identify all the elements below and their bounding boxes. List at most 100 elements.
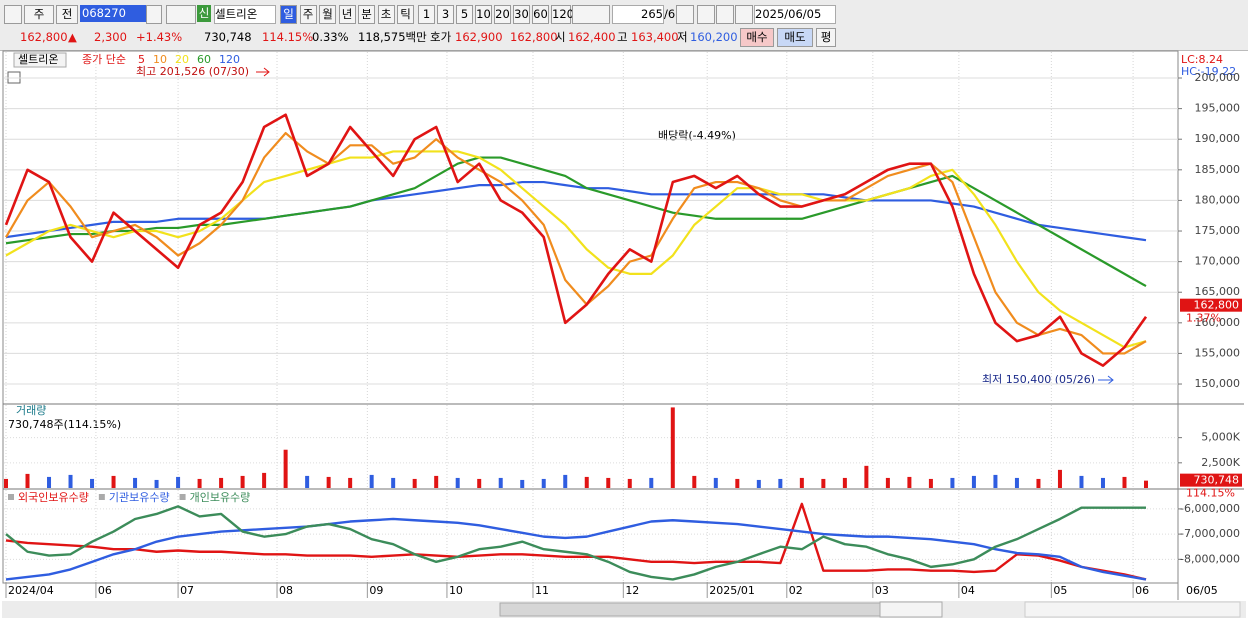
icon[interactable]	[4, 5, 22, 24]
icon[interactable]	[7, 71, 21, 84]
period-button[interactable]: 월	[319, 5, 336, 24]
volume-bar	[799, 477, 804, 488]
tool[interactable]	[697, 5, 715, 24]
scope[interactable]: 전	[56, 5, 78, 24]
volume-bar	[907, 476, 912, 488]
zoom-buttons[interactable]	[1024, 601, 1241, 618]
dropdown[interactable]	[572, 5, 610, 24]
series-line	[5, 180, 1147, 242]
volume-bar	[412, 478, 417, 488]
period-button[interactable]: 일	[280, 5, 297, 24]
period-button[interactable]: 30	[513, 5, 530, 24]
scroll-thumb[interactable]	[499, 602, 881, 617]
period-button[interactable]: 초	[377, 5, 395, 24]
volume-bar	[1036, 478, 1041, 488]
period-button[interactable]: 주	[299, 5, 317, 24]
period-button[interactable]: 3	[437, 5, 454, 24]
amount: 118,575백만	[358, 30, 427, 44]
volume-bar	[1079, 475, 1084, 488]
period-button[interactable]: 10	[475, 5, 492, 24]
ask-label: 호가	[430, 30, 452, 44]
open: 162,400	[568, 30, 616, 44]
y-tick-label: -8,000,000	[1180, 552, 1240, 565]
legend-prefix: 종가 단순	[82, 53, 126, 66]
volume-bar	[391, 477, 396, 488]
legend-entry: 60	[197, 53, 211, 66]
arrow	[1098, 375, 1114, 385]
y-tick-label: 175,000	[1195, 224, 1241, 237]
period-button[interactable]: 120	[551, 5, 574, 24]
stock-name: 셀트리온	[214, 5, 276, 24]
volume-bar	[563, 474, 568, 488]
volume-bar	[1014, 477, 1019, 488]
y-tick-label: 160,000	[1195, 316, 1241, 329]
market-select[interactable]: 주	[24, 5, 54, 24]
volume-bar	[240, 475, 245, 488]
period-button[interactable]: 1	[418, 5, 435, 24]
volume-bar	[520, 479, 525, 488]
dropdown[interactable]	[146, 5, 162, 24]
volume-tag-pct: 114.15%	[1186, 487, 1235, 500]
volume-bar	[928, 478, 933, 488]
legend-entry: 외국인보유수량	[18, 491, 89, 504]
low: 160,200	[690, 30, 738, 44]
volume: 730,748	[204, 30, 252, 44]
buy-button[interactable]: 매수	[740, 28, 774, 47]
volume-bar	[627, 478, 632, 488]
series-line	[4, 113, 1148, 367]
chart-title: 셀트리온	[18, 53, 58, 66]
volume-bar	[68, 474, 73, 488]
series-line	[5, 505, 1146, 581]
x-tick-label: 06	[1135, 584, 1149, 597]
x-tick-label: 2025/01	[709, 584, 755, 597]
volume-bar	[993, 474, 998, 488]
x-tick-label: 03	[875, 584, 889, 597]
sound[interactable]	[166, 5, 196, 24]
code-input[interactable]: 068270	[80, 5, 146, 22]
price-tag-pct: 1.37%	[1186, 312, 1221, 325]
turnover: 0.33%	[312, 30, 349, 44]
nav-buttons[interactable]	[879, 601, 943, 618]
period-button[interactable]: 60	[532, 5, 549, 24]
cursor-date: 06/05	[1186, 584, 1218, 597]
volume-bar	[262, 472, 267, 488]
volume-bar	[25, 473, 30, 488]
save[interactable]	[716, 5, 734, 24]
ask: 162,900	[455, 30, 503, 44]
volume-bar	[735, 478, 740, 488]
period-button[interactable]: 분	[358, 5, 375, 24]
legend-entry: 기관보유수량	[109, 491, 170, 504]
y-tick-label: 170,000	[1195, 255, 1241, 268]
sell-button[interactable]: 매도	[777, 28, 813, 47]
open-label: 시	[555, 30, 566, 44]
volume-bar	[4, 478, 8, 488]
change-pct: +1.43%	[136, 30, 183, 44]
legend-entry: 20	[175, 53, 189, 66]
count[interactable]: 265	[612, 5, 664, 24]
volume-bar	[1122, 476, 1127, 488]
series-line	[5, 502, 1147, 581]
period-button[interactable]: 20	[494, 5, 511, 24]
annotation: 최저 150,400 (05/26)	[982, 373, 1095, 386]
period-button[interactable]: 년	[338, 5, 356, 24]
date[interactable]: 2025/06/05	[754, 5, 836, 24]
tool[interactable]	[676, 5, 694, 24]
avg-button[interactable]: 평	[816, 28, 836, 47]
volume-bar	[864, 465, 869, 488]
annotation: 최고 201,526 (07/30)	[136, 65, 249, 78]
legend-entry: 개인보유수량	[190, 491, 251, 504]
volume-bar	[434, 475, 439, 488]
volume-ratio: 114.15%	[262, 30, 314, 44]
volume-bar	[971, 475, 976, 488]
period-button[interactable]: 틱	[397, 5, 414, 24]
panel-title: 거래량	[16, 404, 46, 417]
legend-entry: 10	[153, 53, 167, 66]
period-button[interactable]: 5	[456, 5, 473, 24]
y-tick-label: 195,000	[1195, 102, 1241, 115]
volume-bar	[950, 477, 955, 488]
volume-bar	[197, 478, 202, 488]
panel-subtitle: 730,748주(114.15%)	[8, 418, 121, 431]
settings[interactable]	[735, 5, 753, 24]
